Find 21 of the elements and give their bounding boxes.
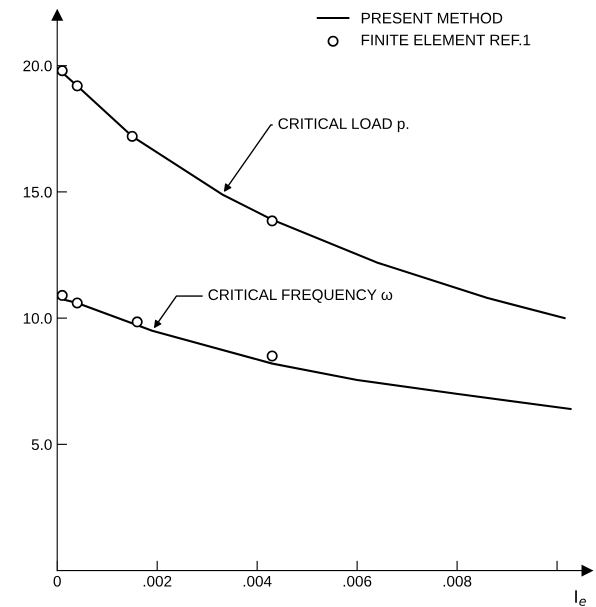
x-tick-label: .004	[244, 576, 272, 587]
annotation: CRITICAL FREQUENCY ω	[208, 289, 392, 303]
x-axis-title: I$_{e}$	[575, 590, 586, 606]
point	[57, 290, 68, 301]
point	[132, 316, 143, 328]
x-tick-label: .002	[144, 576, 172, 587]
annotation: CRITICAL LOAD p.	[278, 118, 408, 132]
y-tick-label: 15.0	[24, 186, 52, 198]
x-tick-label: .008	[444, 576, 472, 587]
y-tick-label: 10.0	[24, 312, 52, 324]
y-tick-label: 20.0	[23, 60, 52, 72]
point	[72, 297, 83, 308]
point	[72, 80, 83, 92]
legend-label: PRESENT METHOD	[362, 12, 502, 24]
x-tick-label: .006	[344, 576, 372, 587]
y-tick-label: 5.0	[32, 439, 52, 450]
point	[266, 350, 278, 362]
legend-label: FINITE ELEMENT REF.1	[362, 34, 530, 46]
point	[126, 130, 138, 142]
x-tick-label: 0	[54, 576, 61, 587]
point	[266, 215, 278, 226]
